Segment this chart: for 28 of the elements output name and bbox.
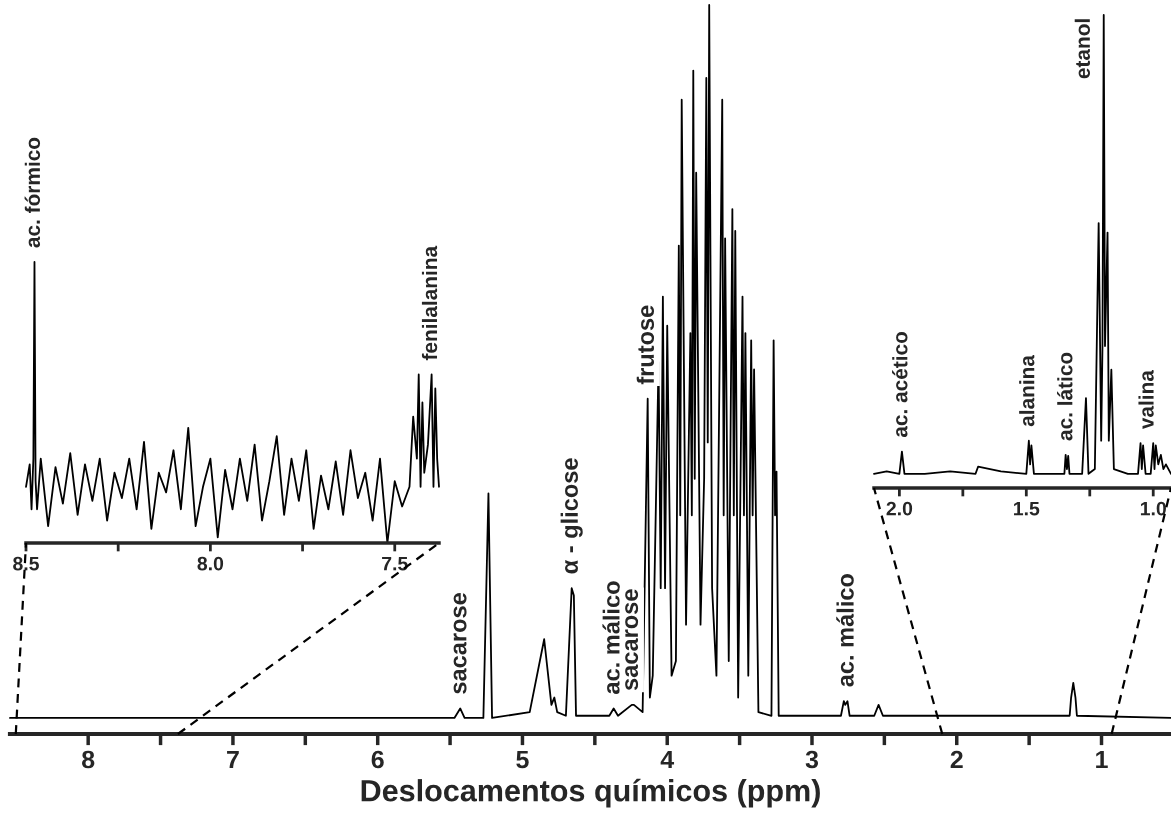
annotation: sacarose <box>453 593 467 694</box>
x-axis-title: Deslocamentos químicos (ppm) <box>361 778 820 808</box>
annotation: ac. acético <box>892 331 908 438</box>
x-tick-label: 6 <box>371 750 384 769</box>
x-tick-label: 3 <box>805 750 819 769</box>
annotation: sacarose <box>625 589 639 691</box>
annotation: alanina <box>1019 354 1035 427</box>
annotation: ac. málico <box>602 581 620 694</box>
x-tick-label: 5 <box>516 750 529 769</box>
x-tick-label: 2 <box>950 750 963 769</box>
annotation: α - glicose <box>560 458 583 574</box>
x-tick-label: 4 <box>660 750 675 769</box>
annotation: fenilalanina <box>421 245 438 361</box>
annotation: ac. málico <box>836 574 854 687</box>
x-tick-label: 2.0 <box>886 501 913 516</box>
x-tick-label: 7.5 <box>382 556 408 571</box>
x-tick-label: 8.5 <box>13 556 39 571</box>
x-tick-label: 8.0 <box>197 556 224 571</box>
x-tick-label: 7 <box>227 750 239 769</box>
annotation: ac. fórmico <box>24 137 41 248</box>
x-tick-label: 1.5 <box>1014 501 1040 516</box>
annotation: frutose <box>636 305 655 385</box>
x-tick-label: 8 <box>82 750 95 769</box>
annotation: etanol <box>1074 19 1091 79</box>
x-tick-label: 1 <box>1096 750 1108 769</box>
annotation: valina <box>1138 369 1154 430</box>
x-tick-label: 1.0 <box>1140 501 1166 516</box>
annotation: ac. lático <box>1057 352 1073 441</box>
